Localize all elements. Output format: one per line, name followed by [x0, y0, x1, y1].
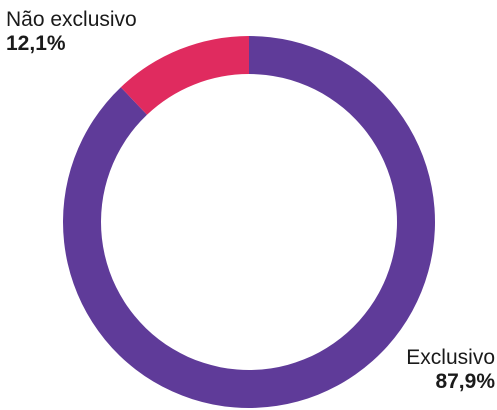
slice-exclusivo	[63, 36, 435, 408]
slice-value-exclusivo: 87,9%	[435, 370, 495, 394]
slice-label-nao-exclusivo: Não exclusivo 12,1%	[6, 8, 137, 56]
slice-value-nao-exclusivo: 12,1%	[6, 32, 66, 56]
slice-name-exclusivo: Exclusivo	[406, 346, 495, 369]
slice-label-exclusivo: Exclusivo 87,9%	[406, 346, 495, 394]
donut-slices	[63, 36, 435, 408]
slice-name-nao-exclusivo: Não exclusivo	[6, 8, 137, 31]
slice-não-exclusivo	[120, 36, 249, 115]
